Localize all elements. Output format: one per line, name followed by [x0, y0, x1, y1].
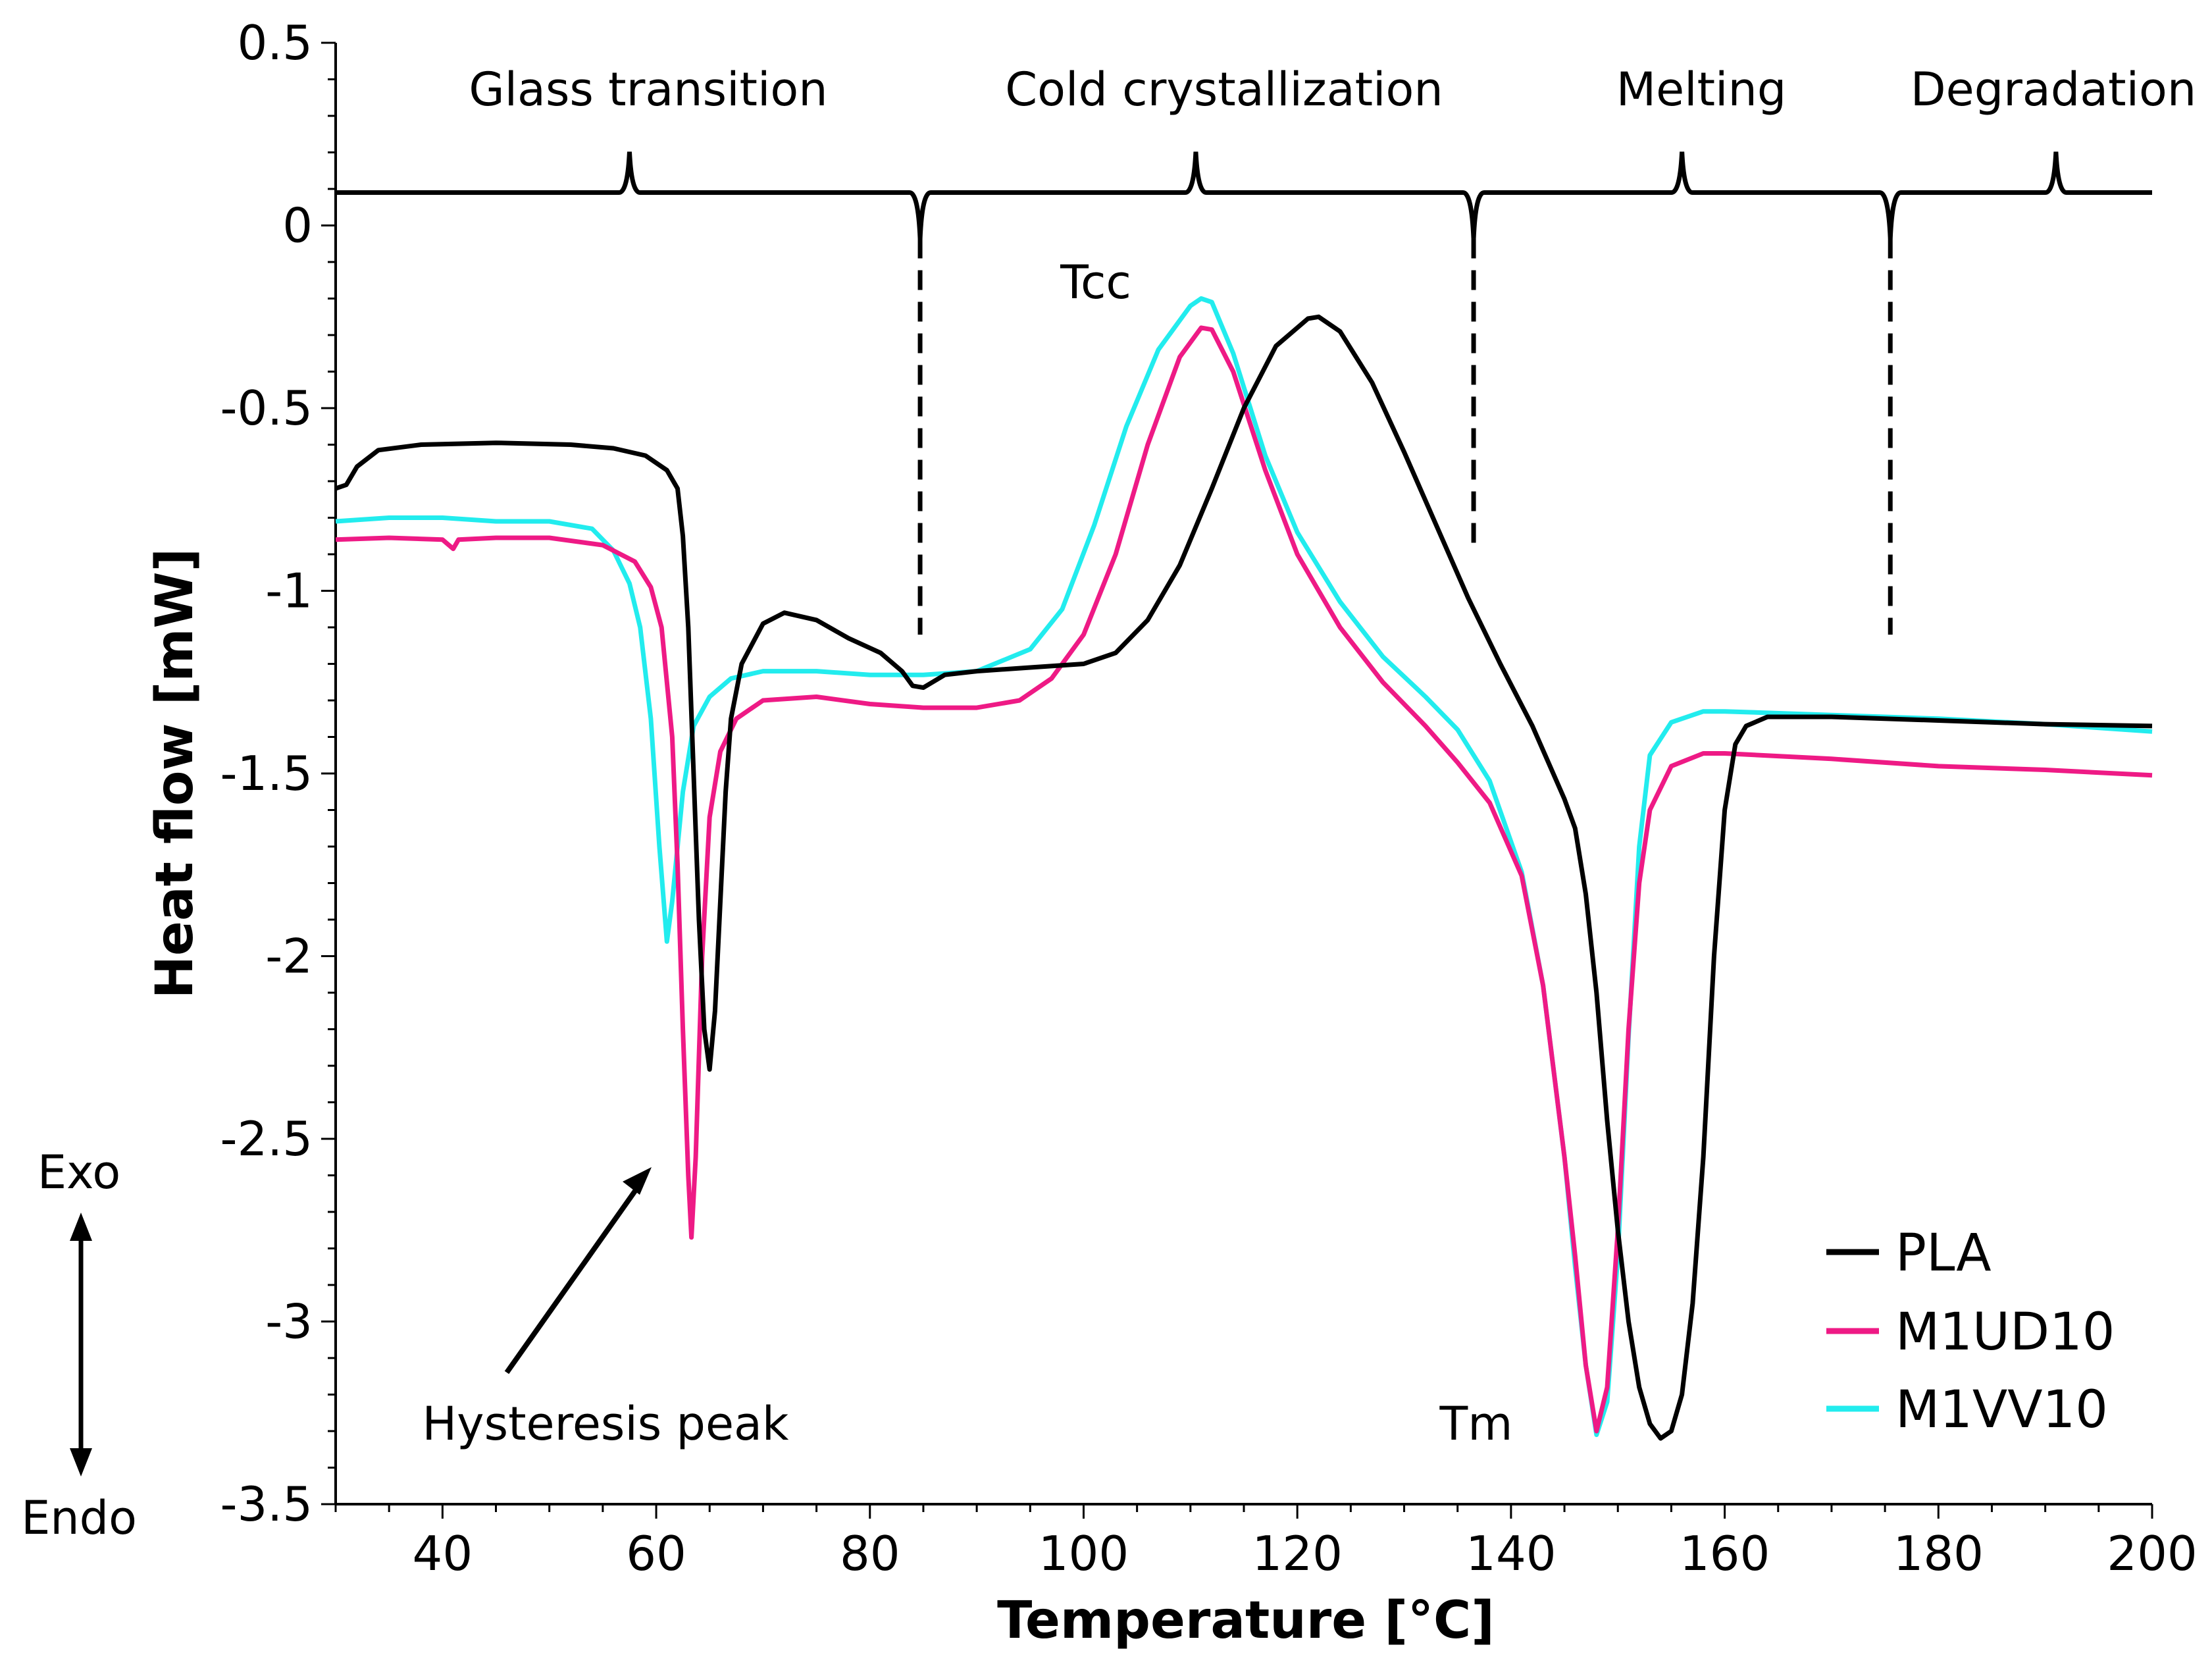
legend: PLA M1UD10 M1VV10: [1826, 1224, 2115, 1440]
y-tick-label: -3: [265, 1294, 313, 1349]
stage-label-melting: Melting: [1616, 63, 1787, 117]
stage-guide-line: [336, 151, 2152, 239]
process-stage-guide: [336, 151, 2152, 635]
axes: 0.5 0 -0.5 -1 -1.5 -2 -2.5 -3 -3.5 40 60 80 100 120 14…: [220, 15, 2198, 1581]
y-tick-label: -2.5: [220, 1111, 313, 1166]
y-tick-label: 0: [282, 198, 313, 253]
series-line-m1vv10: [335, 296, 2153, 1438]
exo-arrowhead: [70, 1213, 92, 1241]
y-tick-label: 0.5: [237, 15, 313, 70]
stage-label-degradation: Degradation: [1911, 63, 2197, 117]
legend-label-m1ud10: M1UD10: [1895, 1303, 2115, 1362]
series-line-pla: [334, 314, 2153, 1441]
x-tick-label: 40: [413, 1526, 473, 1581]
y-axis-title: Heat flow [mW]: [145, 548, 205, 999]
x-tick-label: 120: [1252, 1526, 1342, 1581]
y-tick-label: -0.5: [220, 380, 313, 436]
endo-label: Endo: [21, 1491, 137, 1545]
x-axis-title: Temperature [°C]: [997, 1591, 1495, 1650]
y-tick-label: -1: [265, 563, 313, 619]
tm-label: Tm: [1439, 1397, 1513, 1451]
y-tick-label: -1.5: [220, 746, 313, 801]
y-tick-label: -2: [265, 929, 313, 984]
x-tick-label: 80: [840, 1526, 900, 1581]
x-tick-label: 160: [1680, 1526, 1770, 1581]
stage-label-glass-transition: Glass transition: [469, 63, 827, 117]
x-tick-label: 200: [2107, 1526, 2197, 1581]
y-tick-label: -3.5: [220, 1477, 313, 1532]
x-tick-label: 100: [1039, 1526, 1129, 1581]
hysteresis-arrowhead: [623, 1167, 652, 1195]
exo-label: Exo: [38, 1145, 120, 1199]
legend-label-m1vv10: M1VV10: [1895, 1380, 2108, 1440]
legend-label-pla: PLA: [1895, 1224, 1992, 1283]
x-tick-label: 140: [1466, 1526, 1556, 1581]
tcc-label: Tcc: [1060, 255, 1131, 309]
x-tick-label: 180: [1893, 1526, 1984, 1581]
hysteresis-arrow: [504, 1180, 644, 1374]
x-tick-label: 60: [626, 1526, 686, 1581]
data-series: [334, 296, 2153, 1441]
hysteresis-peak-label: Hysteresis peak: [423, 1397, 789, 1451]
stage-label-cold-crystallization: Cold crystallization: [1005, 63, 1443, 117]
endo-arrowhead: [70, 1448, 92, 1477]
series-line-m1ud10: [335, 325, 2153, 1434]
